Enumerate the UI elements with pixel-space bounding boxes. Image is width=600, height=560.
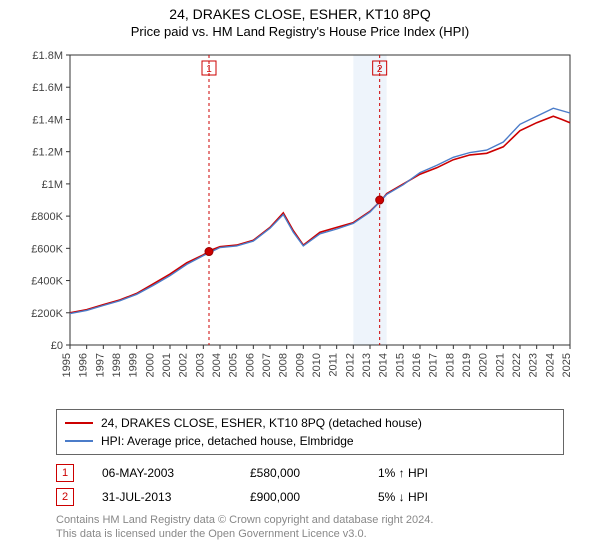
footer-line: This data is licensed under the Open Gov… (56, 527, 580, 541)
sale-marker-badge: 2 (56, 488, 74, 506)
svg-text:£1.6M: £1.6M (32, 82, 63, 94)
svg-text:2004: 2004 (211, 353, 223, 377)
svg-text:£600K: £600K (31, 243, 63, 255)
legend: 24, DRAKES CLOSE, ESHER, KT10 8PQ (detac… (56, 409, 564, 455)
attribution-footer: Contains HM Land Registry data © Crown c… (0, 509, 600, 550)
svg-text:1: 1 (206, 64, 212, 75)
svg-text:2: 2 (377, 64, 383, 75)
sale-hpi-delta: 1% ↑ HPI (378, 466, 498, 480)
svg-text:2010: 2010 (311, 353, 323, 377)
svg-text:2011: 2011 (328, 353, 340, 377)
svg-text:2015: 2015 (394, 353, 406, 377)
svg-text:2016: 2016 (411, 353, 423, 377)
page-title: 24, DRAKES CLOSE, ESHER, KT10 8PQ (0, 0, 600, 22)
sale-row: 1 06-MAY-2003 £580,000 1% ↑ HPI (0, 461, 600, 485)
svg-text:2003: 2003 (194, 353, 206, 377)
svg-text:2006: 2006 (244, 353, 256, 377)
footer-line: Contains HM Land Registry data © Crown c… (56, 513, 580, 527)
svg-text:1999: 1999 (128, 353, 140, 377)
svg-text:1996: 1996 (78, 353, 90, 377)
svg-text:2025: 2025 (561, 353, 573, 377)
svg-text:£400K: £400K (31, 276, 63, 288)
svg-text:2000: 2000 (144, 353, 156, 377)
page-subtitle: Price paid vs. HM Land Registry's House … (0, 22, 600, 45)
legend-label: HPI: Average price, detached house, Elmb… (101, 434, 354, 448)
svg-text:2001: 2001 (161, 353, 173, 377)
svg-text:£0: £0 (51, 340, 63, 352)
svg-text:2018: 2018 (444, 353, 456, 377)
svg-text:2007: 2007 (261, 353, 273, 377)
sale-row: 2 31-JUL-2013 £900,000 5% ↓ HPI (0, 485, 600, 509)
price-chart: £0 £200K £400K £600K £800K £1M £1.2M £1.4M £1.6M… (20, 45, 580, 405)
svg-text:£1.8M: £1.8M (32, 50, 63, 62)
svg-text:2009: 2009 (294, 353, 306, 377)
svg-text:1995: 1995 (61, 353, 73, 377)
svg-text:2022: 2022 (511, 353, 523, 377)
svg-text:2012: 2012 (344, 353, 356, 377)
svg-text:2017: 2017 (428, 353, 440, 377)
svg-text:1998: 1998 (111, 353, 123, 377)
svg-text:2005: 2005 (228, 353, 240, 377)
legend-label: 24, DRAKES CLOSE, ESHER, KT10 8PQ (detac… (101, 416, 422, 430)
legend-item: 24, DRAKES CLOSE, ESHER, KT10 8PQ (detac… (65, 414, 555, 432)
sale-marker-badge: 1 (56, 464, 74, 482)
legend-item: HPI: Average price, detached house, Elmb… (65, 432, 555, 450)
svg-text:£1M: £1M (42, 179, 63, 191)
svg-text:2020: 2020 (478, 353, 490, 377)
sale-price: £580,000 (250, 466, 350, 480)
svg-text:£200K: £200K (31, 308, 63, 320)
svg-text:2021: 2021 (494, 353, 506, 377)
svg-text:2019: 2019 (461, 353, 473, 377)
sale-hpi-delta: 5% ↓ HPI (378, 490, 498, 504)
svg-text:2008: 2008 (278, 353, 290, 377)
sale-date: 06-MAY-2003 (102, 466, 222, 480)
svg-text:2014: 2014 (378, 353, 390, 377)
svg-text:2024: 2024 (544, 353, 556, 377)
svg-text:£1.2M: £1.2M (32, 147, 63, 159)
sale-date: 31-JUL-2013 (102, 490, 222, 504)
legend-swatch (65, 422, 93, 424)
svg-text:2013: 2013 (361, 353, 373, 377)
sale-price: £900,000 (250, 490, 350, 504)
svg-text:£800K: £800K (31, 211, 63, 223)
svg-text:1997: 1997 (94, 353, 106, 377)
svg-text:2023: 2023 (528, 353, 540, 377)
svg-text:2002: 2002 (178, 353, 190, 377)
svg-text:£1.4M: £1.4M (32, 114, 63, 126)
legend-swatch (65, 440, 93, 442)
